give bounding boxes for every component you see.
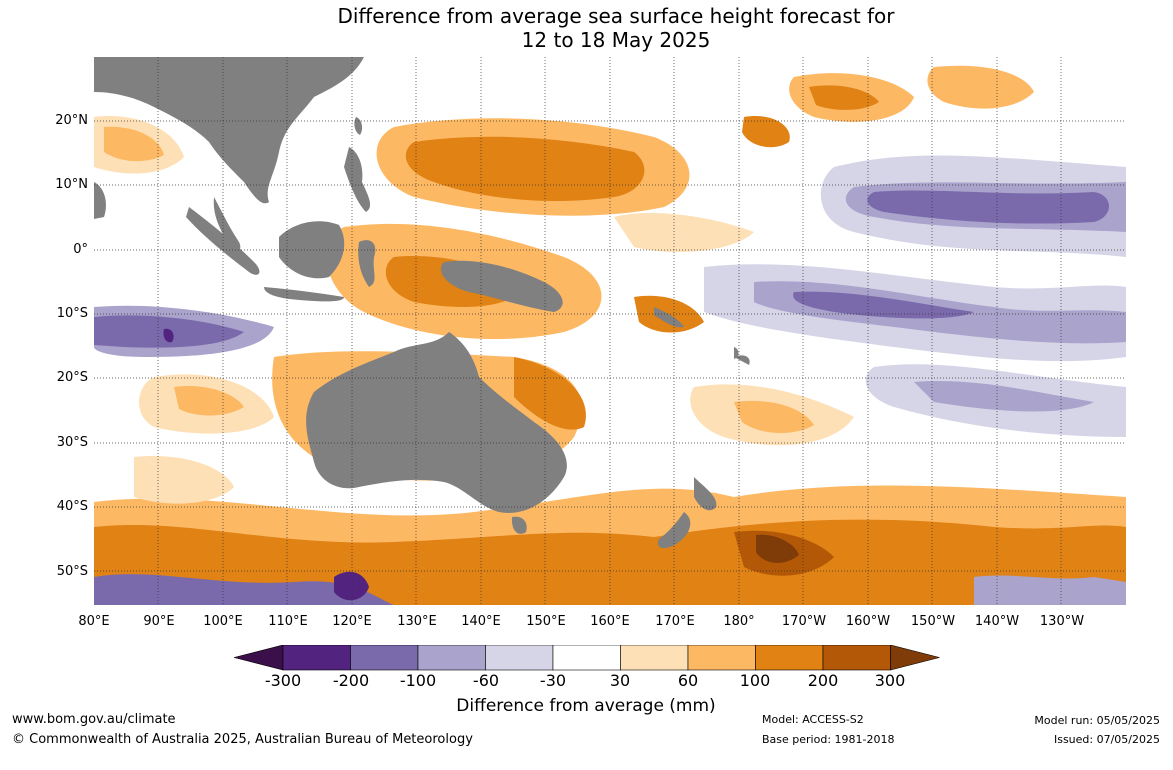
colorbar-swatch-below-300 — [233, 644, 284, 671]
lon-label-110e: 110°E — [268, 614, 308, 629]
colorbar-swatch-30-60 — [620, 644, 689, 671]
colorbar-swatch-60-30 — [485, 644, 554, 671]
map-canvas — [94, 57, 1126, 605]
colorbar-swatch-neutral — [552, 644, 621, 671]
model-run-date: Model run: 05/05/2025 — [1034, 714, 1160, 727]
colorbar-title: Difference from average (mm) — [456, 696, 716, 716]
lat-label-0: 0° — [73, 242, 88, 257]
colorbar-tick-300: 300 — [874, 671, 906, 690]
base-period: Base period: 1981-2018 — [762, 733, 895, 746]
colorbar-tick-30: 30 — [609, 671, 631, 690]
colorbar-tick-100: 100 — [739, 671, 771, 690]
colorbar-tick-minus-300: -300 — [264, 671, 302, 690]
sea-level-anomaly-map — [94, 57, 1126, 605]
title-line-1: Difference from average sea surface heig… — [337, 4, 895, 28]
lon-label-140e: 140°E — [461, 614, 501, 629]
colorbar-legend — [233, 644, 940, 675]
colorbar-swatches — [233, 644, 940, 671]
lon-label-80e: 80°E — [78, 614, 110, 629]
lon-label-160e: 160°E — [590, 614, 630, 629]
lon-label-170e: 170°E — [655, 614, 695, 629]
lon-label-130e: 130°E — [397, 614, 437, 629]
lat-label-10s: 10°S — [56, 306, 88, 321]
lon-label-170w: 170°W — [781, 614, 827, 629]
lon-label-150e: 150°E — [526, 614, 566, 629]
lon-label-160w: 160°W — [845, 614, 891, 629]
lat-label-50s: 50°S — [56, 564, 88, 579]
gridlines — [94, 57, 1126, 605]
colorbar-swatch-above-300 — [890, 644, 940, 671]
colorbar-swatch-200-100 — [350, 644, 419, 671]
lat-label-10n: 10°N — [55, 177, 88, 192]
land-masses — [94, 57, 750, 549]
colorbar-swatch-100-200 — [755, 644, 824, 671]
colorbar-swatch-300-200 — [282, 644, 351, 671]
lat-label-20n: 20°N — [55, 113, 88, 128]
lon-label-140w: 140°W — [974, 614, 1020, 629]
copyright-text: © Commonwealth of Australia 2025, Austra… — [12, 732, 473, 747]
issued-date: Issued: 07/05/2025 — [1053, 733, 1160, 746]
colorbar-tick-minus-30: -30 — [539, 671, 567, 690]
colorbar-tick-minus-60: -60 — [472, 671, 500, 690]
colorbar-swatch-60-100 — [687, 644, 756, 671]
lon-label-150w: 150°W — [910, 614, 956, 629]
lat-label-40s: 40°S — [56, 499, 88, 514]
lon-label-180: 180° — [723, 614, 755, 629]
lat-label-20s: 20°S — [56, 370, 88, 385]
lon-label-100e: 100°E — [203, 614, 243, 629]
website-link[interactable]: www.bom.gov.au/climate — [12, 712, 176, 727]
colorbar-tick-minus-200: -200 — [332, 671, 370, 690]
lon-label-120e: 120°E — [332, 614, 372, 629]
colorbar-tick-60: 60 — [677, 671, 699, 690]
lat-label-30s: 30°S — [56, 435, 88, 450]
lon-label-130w: 130°W — [1039, 614, 1085, 629]
colorbar-tick-200: 200 — [807, 671, 839, 690]
model-name: Model: ACCESS-S2 — [762, 713, 864, 726]
colorbar-swatch-200-300 — [822, 644, 891, 671]
lon-label-90e: 90°E — [143, 614, 175, 629]
colorbar-swatch-100-60 — [417, 644, 486, 671]
map-title: Difference from average sea surface heig… — [0, 4, 1173, 52]
colorbar-tick-minus-100: -100 — [399, 671, 437, 690]
title-line-2: 12 to 18 May 2025 — [521, 28, 711, 52]
